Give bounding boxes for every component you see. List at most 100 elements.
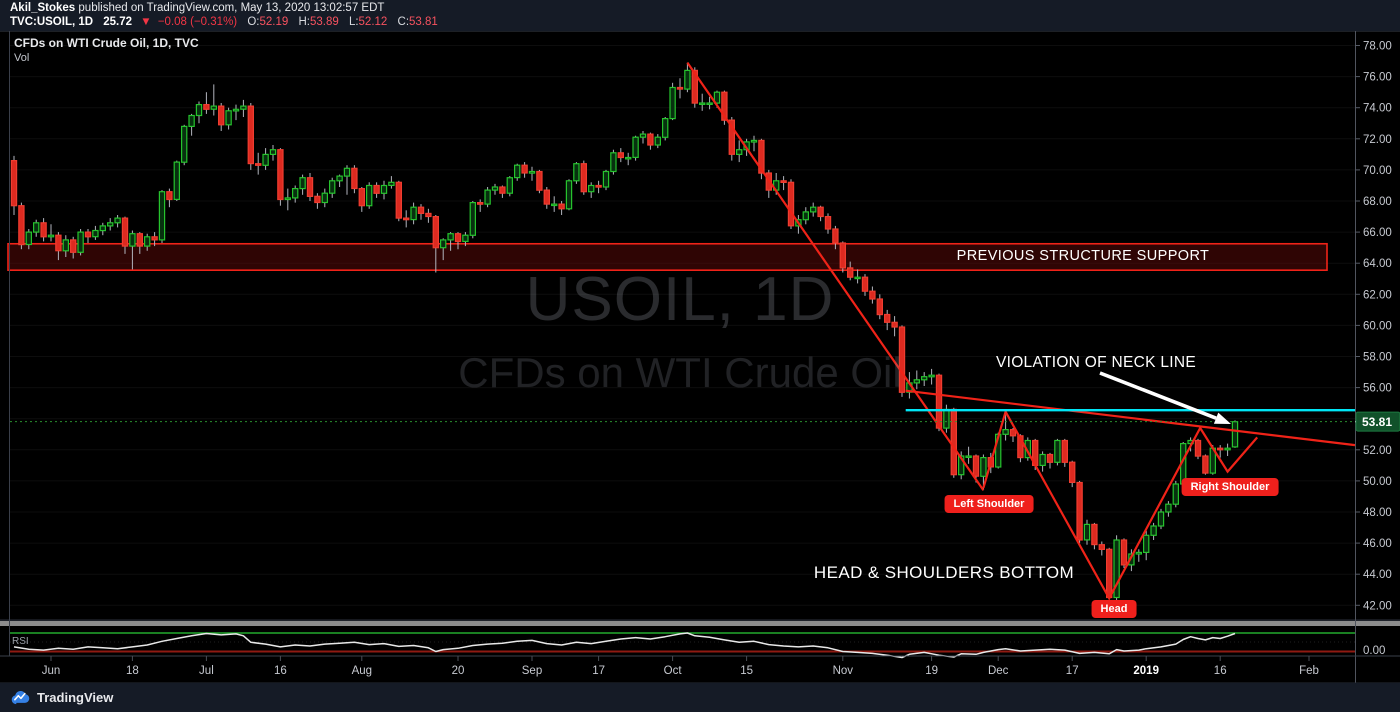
- candle-up: [654, 136, 662, 146]
- candle-down: [121, 217, 129, 247]
- candle-down: [1216, 447, 1224, 451]
- right-shoulder-badge[interactable]: Right Shoulder: [1181, 478, 1279, 496]
- candle-down: [521, 164, 528, 174]
- candle-up: [321, 192, 329, 204]
- candle-down: [1091, 523, 1098, 546]
- downtrend-line[interactable]: [686, 61, 985, 491]
- candle-down: [454, 233, 462, 243]
- candle-down: [1105, 548, 1113, 599]
- candle-up: [624, 156, 632, 160]
- left-shoulder-badge[interactable]: Left Shoulder: [944, 495, 1034, 513]
- symbol-title[interactable]: TVC:USOIL, 1D: [10, 16, 94, 28]
- support-zone-box[interactable]: [7, 242, 1328, 271]
- candle-down: [218, 105, 225, 126]
- candle-up: [1231, 421, 1239, 448]
- candle-up: [380, 184, 388, 194]
- tradingview-brand[interactable]: TradingView: [10, 687, 113, 708]
- tradingview-logo-icon[interactable]: [10, 687, 31, 708]
- rsi-study-label[interactable]: RSI: [12, 636, 29, 647]
- close-value: 53.81: [409, 16, 438, 28]
- candle-down: [499, 186, 506, 194]
- head-shoulders-zigzag[interactable]: [982, 408, 1259, 601]
- candle-down: [40, 222, 47, 238]
- candle-down: [1068, 461, 1076, 484]
- price-tick-label: 58.00: [1363, 352, 1392, 364]
- candle-up: [32, 222, 40, 233]
- tradingview-brand-name[interactable]: TradingView: [37, 690, 114, 705]
- candle-down: [595, 184, 602, 188]
- candle-down: [314, 195, 321, 204]
- candle-down: [536, 170, 543, 191]
- pane-separator-handle[interactable]: [0, 621, 1400, 626]
- price-tick-label: 52.00: [1363, 445, 1392, 457]
- pane-separator-edge: [0, 619, 1400, 621]
- candle-up: [669, 86, 676, 120]
- author-name[interactable]: Akil_Stokes: [10, 2, 76, 14]
- price-tick-label: 62.00: [1363, 289, 1392, 301]
- time-tick-label: 20: [452, 665, 465, 677]
- low-value: 52.12: [358, 16, 388, 28]
- candle-up: [802, 211, 810, 221]
- candle-up: [336, 175, 343, 182]
- publish-header: Akil_Stokes published on TradingView.com…: [0, 0, 1400, 31]
- violation-arrow-shaft[interactable]: [1099, 371, 1217, 420]
- time-tick-label: 18: [126, 665, 139, 677]
- high-value: 53.89: [309, 16, 339, 28]
- candle-up: [366, 184, 373, 207]
- volume-study-label[interactable]: Vol: [14, 52, 30, 64]
- head-badge[interactable]: Head: [1091, 600, 1137, 618]
- high-label: H:: [298, 16, 310, 28]
- candle-down: [787, 181, 795, 227]
- candle-up: [809, 206, 817, 213]
- candle-up: [299, 177, 306, 190]
- violation-arrow-head[interactable]: [1213, 412, 1231, 424]
- chart-legend[interactable]: CFDs on WTI Crude Oil, 1D, TVC Vol: [14, 36, 199, 64]
- series-title[interactable]: CFDs on WTI Crude Oil, 1D, TVC: [14, 36, 199, 50]
- price-tick-label: 74.00: [1363, 103, 1392, 115]
- pattern-annotation[interactable]: HEAD & SHOULDERS BOTTOM: [813, 563, 1075, 582]
- candle-down: [1061, 439, 1068, 463]
- violation-annotation[interactable]: VIOLATION OF NECK LINE: [995, 354, 1197, 371]
- candle-down: [1009, 429, 1017, 437]
- candle-down: [721, 91, 728, 121]
- candle-up: [854, 276, 861, 280]
- candle-up: [25, 231, 33, 246]
- candle-down: [18, 205, 25, 246]
- time-tick-label: 19: [925, 665, 938, 677]
- candle-down: [691, 69, 699, 104]
- candle-up: [181, 125, 188, 163]
- candle-down: [203, 103, 210, 110]
- candle-down: [1017, 435, 1024, 459]
- rsi-line: [13, 632, 1236, 659]
- neckline[interactable]: [905, 389, 1356, 447]
- rsi-zero-label: 0.00: [1363, 645, 1385, 657]
- symbol-status-row: TVC:USOIL, 1D 25.72 ▼ −0.08 (−0.31%) O:5…: [10, 16, 438, 28]
- candle-up: [195, 103, 203, 117]
- price-tick-label: 56.00: [1363, 383, 1392, 395]
- publish-byline: Akil_Stokes published on TradingView.com…: [10, 2, 384, 14]
- chart-background[interactable]: [0, 31, 1400, 683]
- candle-up: [920, 376, 928, 381]
- close-label: C:: [397, 16, 410, 28]
- time-tick-label: Jul: [199, 665, 214, 677]
- candle-down: [373, 184, 380, 194]
- candle-up: [262, 153, 269, 166]
- publish-info: published on TradingView.com, May 13, 20…: [75, 2, 385, 14]
- support-zone-label[interactable]: PREVIOUS STRUCTURE SUPPORT: [956, 248, 1210, 264]
- candle-down: [417, 206, 425, 214]
- candle-down: [676, 86, 684, 90]
- candle-up: [410, 206, 417, 221]
- candle-up: [928, 374, 935, 378]
- candle-up: [292, 188, 299, 199]
- candle-bodies: [10, 69, 1239, 599]
- candle-up: [1142, 534, 1150, 553]
- candle-up: [1113, 539, 1120, 599]
- candle-down: [861, 276, 869, 292]
- candle-up: [713, 91, 721, 104]
- candle-up: [965, 455, 972, 458]
- candle-up: [106, 222, 114, 227]
- candle-up: [343, 167, 351, 177]
- candle-up: [943, 408, 950, 429]
- candle-up: [587, 184, 595, 193]
- price-tick-label: 64.00: [1363, 258, 1392, 270]
